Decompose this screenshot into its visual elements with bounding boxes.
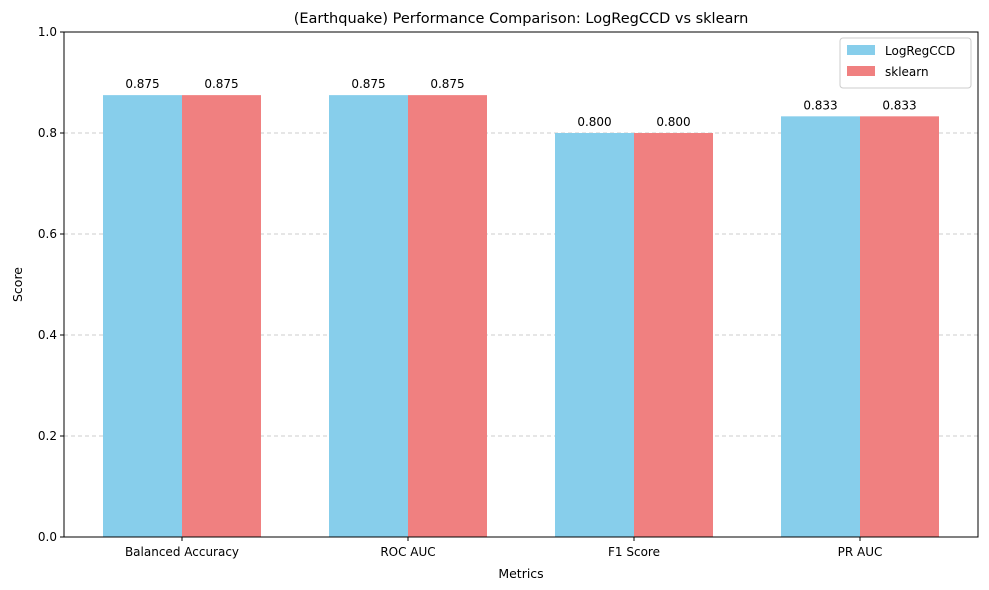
legend-swatch-sklearn (847, 66, 875, 76)
x-axis-ticks: Balanced Accuracy ROC AUC F1 Score PR AUC (125, 537, 882, 559)
bar-value-label: 0.833 (803, 98, 837, 112)
x-tick-label: ROC AUC (380, 545, 435, 559)
x-axis-label: Metrics (498, 566, 543, 581)
bar-value-label: 0.875 (351, 77, 385, 91)
bar-value-label: 0.800 (577, 115, 611, 129)
bar-logregccd-2 (555, 133, 634, 537)
x-tick-label: Balanced Accuracy (125, 545, 239, 559)
legend-label-logregccd: LogRegCCD (885, 44, 955, 58)
bar-logregccd-3 (781, 116, 860, 537)
bar-value-label: 0.875 (430, 77, 464, 91)
y-tick-label: 0.0 (38, 530, 57, 544)
bar-value-label: 0.833 (882, 98, 916, 112)
y-tick-label: 0.8 (38, 126, 57, 140)
y-tick-label: 1.0 (38, 25, 57, 39)
bar-value-label: 0.875 (125, 77, 159, 91)
bar-value-label: 0.800 (656, 115, 690, 129)
bar-sklearn-2 (634, 133, 713, 537)
bar-logregccd-0 (103, 95, 182, 537)
bars (103, 95, 939, 537)
chart-title: (Earthquake) Performance Comparison: Log… (294, 11, 749, 27)
bar-sklearn-1 (408, 95, 487, 537)
y-tick-label: 0.6 (38, 227, 57, 241)
bar-logregccd-1 (329, 95, 408, 537)
x-tick-label: F1 Score (608, 545, 660, 559)
y-axis-label: Score (10, 267, 25, 302)
legend-label-sklearn: sklearn (885, 65, 929, 79)
y-axis-ticks: 0.0 0.2 0.4 0.6 0.8 1.0 (38, 25, 64, 544)
x-tick-label: PR AUC (838, 545, 883, 559)
y-tick-label: 0.4 (38, 328, 57, 342)
legend: LogRegCCD sklearn (840, 38, 971, 88)
bar-sklearn-0 (182, 95, 261, 537)
bar-value-label: 0.875 (204, 77, 238, 91)
legend-swatch-logregccd (847, 45, 875, 55)
y-tick-label: 0.2 (38, 429, 57, 443)
bar-sklearn-3 (860, 116, 939, 537)
